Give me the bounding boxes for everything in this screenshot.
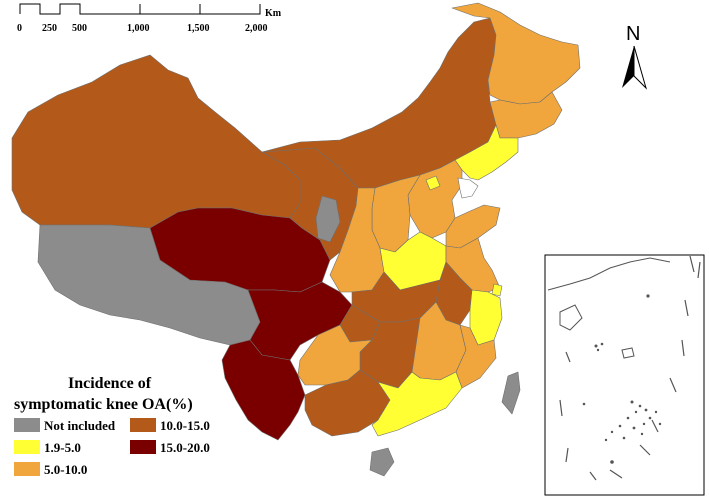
region-guangdong [371, 371, 463, 437]
scale-tick-0: 0 [17, 23, 22, 34]
legend-label-15-20: 15.0-20.0 [160, 440, 210, 455]
region-taiwan [501, 371, 521, 415]
scale-unit: Km [265, 8, 282, 19]
legend-swatch-15-20 [130, 440, 156, 454]
region-hainan [369, 447, 395, 477]
legend-swatch-10-15 [130, 418, 156, 432]
north-arrow-label: N [626, 23, 640, 45]
region-liaoning [454, 124, 519, 181]
scale-tick-2000: 2,000 [245, 23, 268, 34]
scale-tick-500: 500 [72, 23, 87, 34]
region-ningxia [315, 195, 341, 243]
region-beijing [425, 175, 441, 191]
region-zhejiang [469, 289, 503, 346]
legend-label-5-10: 5.0-10.0 [44, 462, 87, 477]
legend-swatch-1-9-5 [14, 440, 40, 454]
legend-swatch-not-included [14, 418, 40, 432]
legend-swatch-5-10 [14, 462, 40, 476]
south-china-sea-inset [544, 254, 705, 496]
legend-label-10-15: 10.0-15.0 [160, 418, 210, 433]
legend-label-1-9-5: 1.9-5.0 [44, 440, 81, 455]
legend: Incidence of symptomatic knee OA(%) Not … [14, 375, 210, 477]
north-arrow-icon: N [622, 23, 648, 90]
region-yunnan [221, 339, 306, 441]
legend-title-line2: symptomatic knee OA(%) [14, 396, 193, 413]
provinces [11, 2, 581, 477]
region-fujian [455, 324, 497, 389]
scale-tick-1000: 1,000 [127, 23, 150, 34]
region-xinjiang [11, 54, 301, 229]
legend-label-not-included: Not included [44, 418, 116, 433]
legend-title-line1: Incidence of [68, 375, 152, 392]
region-shanghai [491, 283, 503, 297]
bohai-sea [457, 177, 479, 199]
scale-tick-1500: 1,500 [187, 23, 210, 34]
scale-bar: 0 250 500 1,000 1,500 2,000 Km [17, 3, 282, 34]
scale-tick-250: 250 [42, 23, 57, 34]
